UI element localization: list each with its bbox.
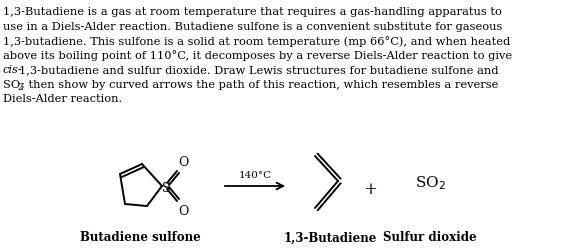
Text: +: +: [363, 180, 377, 197]
Text: O: O: [178, 205, 188, 218]
Text: cis-: cis-: [3, 65, 23, 75]
Text: above its boiling point of 110°C, it decomposes by a reverse Diels-Alder reactio: above its boiling point of 110°C, it dec…: [3, 50, 512, 61]
Text: 1,3-butadiene. This sulfone is a solid at room temperature (mp 66°C), and when h: 1,3-butadiene. This sulfone is a solid a…: [3, 36, 510, 47]
Text: Butadiene sulfone: Butadiene sulfone: [80, 231, 201, 243]
Text: ; then show by curved arrows the path of this reaction, which resembles a revers: ; then show by curved arrows the path of…: [21, 79, 498, 89]
Text: 140°C: 140°C: [238, 170, 271, 179]
Text: S: S: [162, 181, 170, 194]
Text: 1,3-Butadiene is a gas at room temperature that requires a gas-handling apparatu: 1,3-Butadiene is a gas at room temperatu…: [3, 7, 502, 17]
Text: Diels-Alder reaction.: Diels-Alder reaction.: [3, 94, 122, 104]
Text: use in a Diels-Alder reaction. Butadiene sulfone is a convenient substitute for : use in a Diels-Alder reaction. Butadiene…: [3, 21, 502, 32]
Text: SO$_2$: SO$_2$: [415, 173, 446, 191]
Text: 1,3-Butadiene: 1,3-Butadiene: [283, 231, 377, 243]
Text: Sulfur dioxide: Sulfur dioxide: [383, 231, 477, 243]
Text: 2: 2: [17, 82, 23, 91]
Text: SO: SO: [3, 79, 20, 89]
Text: 1,3-butadiene and sulfur dioxide. Draw Lewis structures for butadiene sulfone an: 1,3-butadiene and sulfur dioxide. Draw L…: [19, 65, 499, 75]
Text: O: O: [178, 155, 188, 168]
